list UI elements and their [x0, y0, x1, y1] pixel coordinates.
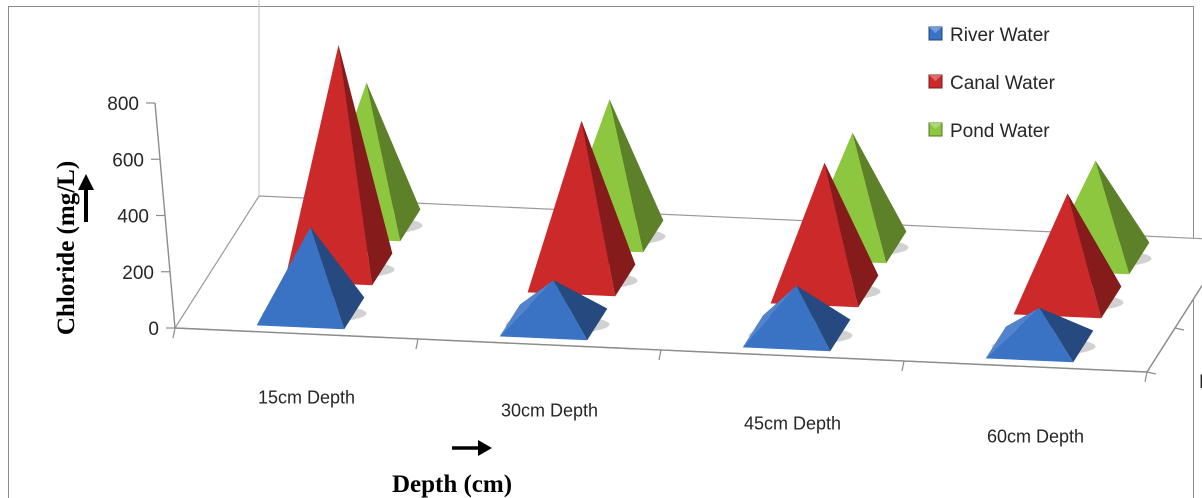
x-category-label: 15cm Depth	[258, 388, 355, 408]
x-category-label: 60cm Depth	[987, 427, 1084, 447]
pyramid-front-face	[256, 227, 345, 330]
pyramid-front-face	[770, 162, 859, 308]
x-category-labels: 15cm Depth 30cm Depth 45cm Depth 60cm Depth	[258, 388, 1084, 447]
legend-item: River Water	[928, 25, 1050, 46]
pyramid-right-face	[338, 45, 393, 286]
pyramid-right-face	[609, 99, 664, 253]
y-tick-label: 400	[117, 207, 149, 228]
pyramid-front-face	[284, 45, 373, 286]
x-tick-mark	[901, 360, 905, 372]
pyramid-mark	[985, 307, 1096, 363]
pyramid-left-face	[985, 307, 1040, 359]
y-tick-label: 800	[107, 94, 139, 115]
pyramid-right-face	[1067, 193, 1122, 319]
legend-label: Canal Water	[950, 73, 1056, 94]
depth-tick-mark	[1146, 371, 1157, 375]
pyramid-marks	[256, 45, 1152, 363]
x-tick-mark	[415, 338, 419, 350]
pyramid-mark	[1013, 193, 1124, 319]
y-tick-label: 200	[122, 263, 154, 284]
pyramid-left-face	[499, 280, 554, 337]
pyramid-front-face	[499, 280, 588, 341]
pyramid-mark	[742, 285, 853, 352]
pyramid-mark	[499, 280, 610, 341]
depth-axis-label: River Water	[1199, 372, 1202, 393]
pyramid-right-face	[310, 227, 365, 330]
depth-tick-mark	[1174, 327, 1185, 331]
x-axis-arrow	[452, 440, 492, 456]
pyramid-front-face	[742, 285, 831, 352]
legend-item: Pond Water	[928, 121, 1050, 142]
pyramid-front-face	[527, 121, 616, 297]
y-tick-labels: 0 200 400 600 800	[107, 94, 175, 340]
pyramid-left-face	[742, 285, 797, 348]
legend-label: Pond Water	[950, 121, 1050, 142]
y-tick-label: 600	[112, 150, 144, 171]
pyramid-front-face	[985, 307, 1074, 363]
x-tick-mark	[658, 349, 662, 361]
y-tick-label: 0	[148, 319, 159, 340]
y-axis-title: Chloride (mg/L)	[53, 161, 80, 335]
pyramid-right-face	[553, 280, 608, 341]
pyramid-front-face	[1013, 193, 1102, 319]
legend-swatch-highlight	[929, 75, 942, 81]
pyramid-right-face	[1039, 307, 1094, 363]
y-axis-arrow	[78, 174, 94, 222]
x-category-label: 45cm Depth	[744, 414, 841, 434]
x-axis-title: Depth (cm)	[392, 471, 512, 498]
pyramid-right-face	[366, 82, 421, 242]
x-category-label: 30cm Depth	[501, 401, 598, 421]
pyramid-right-face	[581, 121, 636, 297]
pyramid-right-face	[1095, 160, 1150, 275]
pyramid-right-face	[852, 133, 907, 264]
legend-item: Canal Water	[928, 73, 1056, 94]
x-tick-mark	[1144, 371, 1148, 383]
legend: River Water Canal Water Pond Water	[928, 25, 1056, 142]
legend-swatch-highlight	[929, 27, 942, 33]
x-tick-mark	[172, 327, 176, 339]
pyramid-mark	[256, 227, 367, 330]
depth-axis-line	[1146, 284, 1202, 373]
legend-label: River Water	[950, 25, 1050, 46]
pyramid-right-face	[824, 162, 879, 308]
pyramid-right-face	[796, 285, 851, 352]
legend-swatch-highlight	[929, 123, 942, 129]
